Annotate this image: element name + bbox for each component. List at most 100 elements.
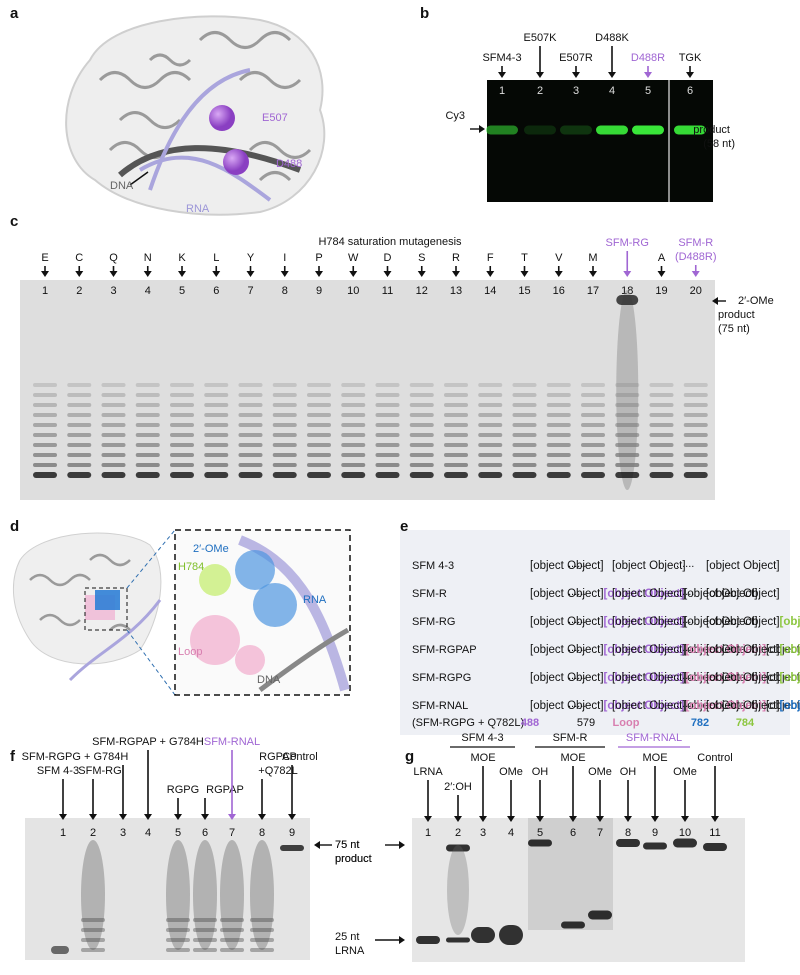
lane-label: E507R (559, 52, 593, 64)
gel-band (512, 423, 537, 427)
gel-band (375, 413, 400, 417)
lane-label: RGPAP (259, 751, 297, 763)
gel-band (204, 383, 229, 387)
residue: [object Object] (530, 672, 604, 684)
gel-band (204, 413, 229, 417)
lane-number: 4 (508, 827, 514, 839)
lane-number: 1 (42, 285, 48, 297)
group-label: SFM 4-3 (461, 732, 503, 744)
gel-band (478, 433, 503, 437)
row-name: SFM 4-3 (412, 560, 454, 572)
gel-band (615, 433, 640, 437)
gel-band (204, 472, 229, 478)
gel-band (238, 423, 263, 427)
gel-band (341, 393, 366, 397)
gel-band (581, 463, 605, 467)
product-label: 2′-OMe (738, 295, 774, 307)
gel-band (444, 443, 468, 447)
gel-band (471, 927, 495, 943)
protein-structure-d (12, 529, 351, 696)
gel-band (444, 463, 468, 467)
dots: ...... (676, 642, 694, 654)
lane-label: Y (247, 252, 255, 264)
lane-label: MOE (642, 752, 667, 764)
gel-smear (166, 840, 190, 950)
gel-band (193, 938, 217, 942)
gel-band (375, 463, 400, 467)
gel-band (193, 928, 217, 932)
dots: ...... (568, 558, 586, 570)
lane-label: OH (532, 766, 549, 778)
lane-number: 15 (518, 285, 530, 297)
residue: [object Object] (530, 616, 604, 628)
gel-band (409, 413, 434, 417)
arrow-head (417, 271, 426, 277)
lane-label: +Q782L (258, 765, 297, 777)
gel-band (341, 433, 366, 437)
gel-band (272, 453, 297, 457)
arrow-head (486, 271, 495, 277)
panel-letter: d (10, 518, 19, 535)
gel-band (272, 423, 297, 427)
gel-band (204, 393, 229, 397)
gel-band (280, 845, 304, 851)
residue: [object Object] (686, 700, 767, 712)
gel-band (170, 453, 194, 457)
gel-band (581, 453, 605, 457)
product-label: (58 nt) (703, 138, 735, 150)
lane-label: C (75, 252, 83, 264)
gel-band (67, 423, 92, 427)
residue: [object Object] (780, 644, 800, 656)
gel-band (250, 938, 274, 942)
gel-band (478, 443, 503, 447)
gel-band (67, 463, 92, 467)
arrow-head (280, 271, 289, 277)
lane-label: K (178, 252, 186, 264)
lane-label: D488K (595, 32, 629, 44)
lane-number: 5 (537, 827, 543, 839)
gel-band (375, 472, 400, 478)
lane-label: F (487, 252, 494, 264)
gel-band (375, 403, 400, 407)
residue: [object Object] (612, 672, 686, 684)
arrow-head (711, 816, 719, 822)
residue: [object Object] (706, 588, 780, 600)
gel-band (546, 383, 571, 387)
gel-band (683, 383, 708, 387)
gel-band (478, 413, 503, 417)
residue: [object Object] (766, 644, 800, 656)
gel-band (512, 393, 537, 397)
gel-band (101, 453, 126, 457)
lrna-label: LRNA (335, 945, 365, 957)
gel-band (674, 125, 706, 135)
gel-band (546, 453, 571, 457)
sequence: [object Object][object Object][object Ob… (706, 616, 800, 628)
gel-band (33, 453, 57, 457)
gel-band (499, 925, 523, 945)
arrow-head (174, 814, 182, 820)
gel-smear (193, 840, 217, 950)
gel-band (649, 403, 674, 407)
lane-number: 6 (687, 85, 693, 97)
gel-band (444, 413, 468, 417)
gel-band (238, 453, 263, 457)
arrow-head (479, 816, 487, 822)
product-label: product (718, 309, 755, 321)
gel-band (683, 433, 708, 437)
arrow-head (349, 271, 358, 277)
gel-band (581, 413, 605, 417)
gel-band (596, 125, 628, 135)
gel-band (444, 423, 468, 427)
label-dna: DNA (110, 180, 134, 192)
footer-label: 784 (736, 717, 755, 729)
gel-band (307, 433, 331, 437)
gel-band (135, 423, 160, 427)
gel-band (81, 938, 105, 942)
arrow-head (288, 814, 296, 820)
residue: [object Object] (612, 588, 686, 600)
gel-band (409, 453, 434, 457)
residue: [object Object] (612, 644, 686, 656)
lane-number: 10 (347, 285, 359, 297)
lane-number: 5 (175, 827, 181, 839)
gel-band (193, 948, 217, 952)
